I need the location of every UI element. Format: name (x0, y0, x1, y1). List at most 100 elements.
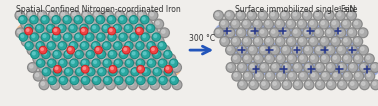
Circle shape (305, 47, 312, 54)
Circle shape (131, 34, 137, 40)
Circle shape (45, 71, 54, 81)
Circle shape (159, 76, 167, 84)
Circle shape (322, 39, 325, 42)
Circle shape (261, 64, 268, 71)
Circle shape (239, 64, 246, 71)
Circle shape (161, 80, 171, 90)
Circle shape (343, 71, 352, 81)
Circle shape (104, 43, 107, 46)
Circle shape (76, 19, 86, 29)
Circle shape (155, 69, 158, 72)
Circle shape (309, 54, 319, 64)
Circle shape (160, 77, 166, 84)
Circle shape (135, 73, 142, 80)
Circle shape (355, 39, 358, 42)
Circle shape (56, 21, 59, 25)
Circle shape (306, 82, 310, 85)
Circle shape (171, 61, 174, 63)
Circle shape (27, 43, 29, 46)
Circle shape (231, 19, 240, 29)
Circle shape (73, 64, 81, 71)
Circle shape (282, 29, 289, 36)
Circle shape (87, 68, 95, 76)
Circle shape (162, 30, 165, 33)
Circle shape (45, 38, 52, 45)
Circle shape (239, 81, 246, 88)
Circle shape (336, 28, 346, 38)
Circle shape (371, 80, 378, 90)
Circle shape (286, 19, 296, 29)
Circle shape (67, 55, 74, 62)
Circle shape (283, 47, 287, 51)
Circle shape (84, 13, 87, 16)
Circle shape (52, 65, 55, 68)
Circle shape (370, 63, 378, 72)
Circle shape (119, 50, 128, 59)
Circle shape (58, 42, 67, 50)
Circle shape (331, 37, 341, 46)
Circle shape (166, 52, 168, 55)
Circle shape (338, 64, 345, 71)
Circle shape (82, 77, 88, 84)
Circle shape (327, 13, 330, 16)
Circle shape (105, 78, 108, 81)
Circle shape (277, 38, 284, 45)
Circle shape (294, 64, 301, 71)
Circle shape (122, 46, 130, 54)
Circle shape (239, 65, 243, 68)
Circle shape (275, 37, 285, 46)
Text: 4: 4 (338, 6, 341, 11)
Circle shape (40, 64, 47, 71)
Circle shape (101, 56, 105, 59)
Circle shape (253, 37, 263, 46)
Circle shape (150, 29, 157, 36)
Circle shape (107, 81, 114, 88)
Circle shape (293, 29, 300, 36)
Circle shape (128, 29, 135, 36)
Circle shape (114, 59, 122, 67)
Circle shape (325, 28, 335, 38)
Circle shape (31, 17, 37, 23)
Circle shape (273, 82, 276, 85)
Circle shape (110, 52, 113, 55)
Circle shape (272, 64, 279, 71)
Circle shape (17, 29, 24, 36)
Circle shape (116, 63, 126, 72)
Circle shape (261, 47, 264, 51)
Circle shape (93, 11, 102, 20)
Circle shape (233, 73, 240, 80)
Circle shape (331, 54, 341, 64)
Circle shape (304, 80, 314, 90)
Circle shape (109, 66, 116, 73)
Circle shape (157, 73, 161, 77)
Circle shape (327, 30, 330, 33)
Circle shape (366, 55, 373, 62)
Circle shape (99, 69, 102, 72)
Circle shape (161, 63, 170, 72)
Ellipse shape (72, 23, 96, 39)
Circle shape (333, 39, 336, 42)
Circle shape (131, 68, 139, 76)
Circle shape (143, 52, 146, 55)
Circle shape (53, 50, 61, 59)
Circle shape (140, 65, 144, 68)
Circle shape (215, 29, 223, 36)
Circle shape (345, 73, 348, 77)
Circle shape (291, 11, 301, 20)
Circle shape (25, 27, 32, 35)
Circle shape (49, 61, 52, 63)
Circle shape (334, 73, 337, 77)
Circle shape (234, 56, 237, 59)
Circle shape (373, 82, 376, 85)
Circle shape (226, 63, 236, 72)
Circle shape (303, 28, 313, 38)
Circle shape (359, 63, 369, 72)
Circle shape (138, 66, 143, 72)
Circle shape (161, 78, 163, 81)
Circle shape (360, 64, 368, 71)
Circle shape (159, 43, 165, 49)
Circle shape (328, 82, 332, 85)
Circle shape (128, 47, 135, 54)
Circle shape (260, 80, 270, 90)
Circle shape (54, 29, 57, 31)
